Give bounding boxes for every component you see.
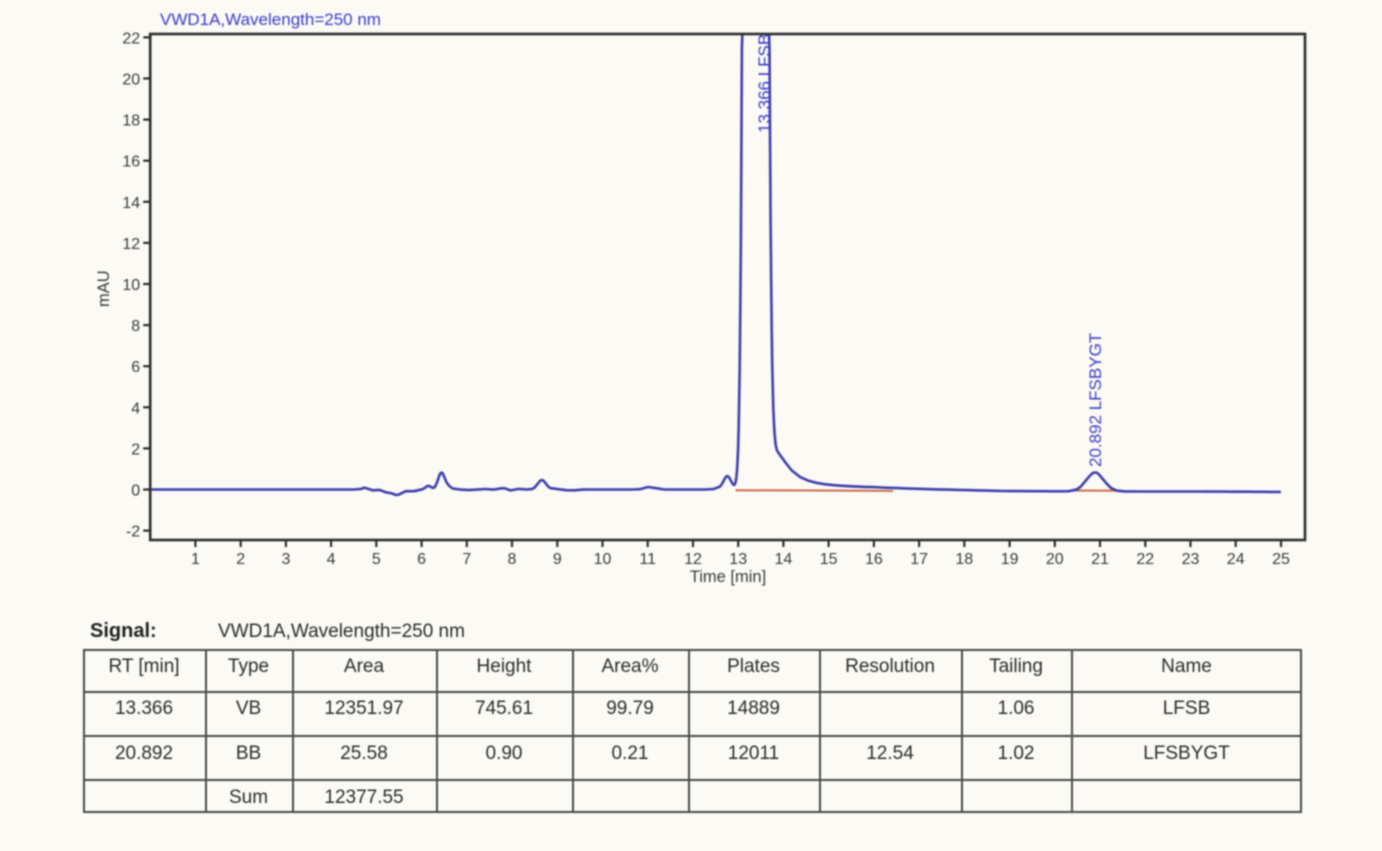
svg-text:12: 12 bbox=[684, 551, 702, 568]
svg-text:2: 2 bbox=[236, 551, 245, 568]
svg-text:18: 18 bbox=[955, 551, 973, 568]
svg-text:11: 11 bbox=[639, 551, 656, 568]
svg-text:23: 23 bbox=[1182, 551, 1200, 568]
svg-text:14: 14 bbox=[122, 195, 140, 212]
svg-text:8: 8 bbox=[131, 318, 140, 335]
svg-text:13.366 LFSB: 13.366 LFSB bbox=[755, 34, 774, 133]
svg-text:16: 16 bbox=[865, 551, 883, 568]
svg-text:16: 16 bbox=[122, 154, 140, 171]
svg-text:25: 25 bbox=[1272, 551, 1290, 568]
svg-text:mAU: mAU bbox=[95, 270, 113, 307]
svg-text:14: 14 bbox=[775, 551, 793, 568]
svg-text:17: 17 bbox=[910, 551, 928, 568]
svg-text:20: 20 bbox=[1046, 551, 1064, 568]
svg-text:20.892 LFSBYGT: 20.892 LFSBYGT bbox=[1086, 333, 1105, 467]
svg-text:4: 4 bbox=[131, 400, 140, 417]
svg-text:6: 6 bbox=[417, 551, 426, 568]
svg-text:2: 2 bbox=[131, 441, 140, 458]
svg-text:15: 15 bbox=[820, 551, 838, 568]
svg-text:7: 7 bbox=[462, 551, 471, 568]
svg-text:6: 6 bbox=[131, 359, 140, 376]
svg-text:-2: -2 bbox=[126, 524, 140, 541]
svg-text:4: 4 bbox=[327, 551, 336, 568]
svg-text:22: 22 bbox=[1136, 551, 1154, 568]
svg-text:3: 3 bbox=[281, 551, 290, 568]
svg-text:1: 1 bbox=[191, 551, 200, 568]
svg-text:8: 8 bbox=[508, 551, 517, 568]
svg-text:19: 19 bbox=[1001, 551, 1019, 568]
svg-text:24: 24 bbox=[1227, 551, 1245, 568]
svg-text:0: 0 bbox=[131, 483, 140, 500]
svg-text:18: 18 bbox=[122, 113, 140, 130]
svg-text:10: 10 bbox=[594, 551, 612, 568]
svg-text:Time [min]: Time [min] bbox=[690, 568, 766, 586]
svg-text:21: 21 bbox=[1091, 551, 1109, 568]
svg-text:10: 10 bbox=[122, 277, 140, 294]
svg-text:5: 5 bbox=[372, 551, 381, 568]
svg-text:9: 9 bbox=[553, 551, 562, 568]
svg-text:20: 20 bbox=[122, 72, 140, 89]
svg-text:12: 12 bbox=[122, 236, 140, 253]
svg-text:VWD1A,Wavelength=250 nm: VWD1A,Wavelength=250 nm bbox=[160, 10, 381, 29]
svg-text:13: 13 bbox=[729, 551, 747, 568]
svg-text:22: 22 bbox=[122, 30, 140, 47]
